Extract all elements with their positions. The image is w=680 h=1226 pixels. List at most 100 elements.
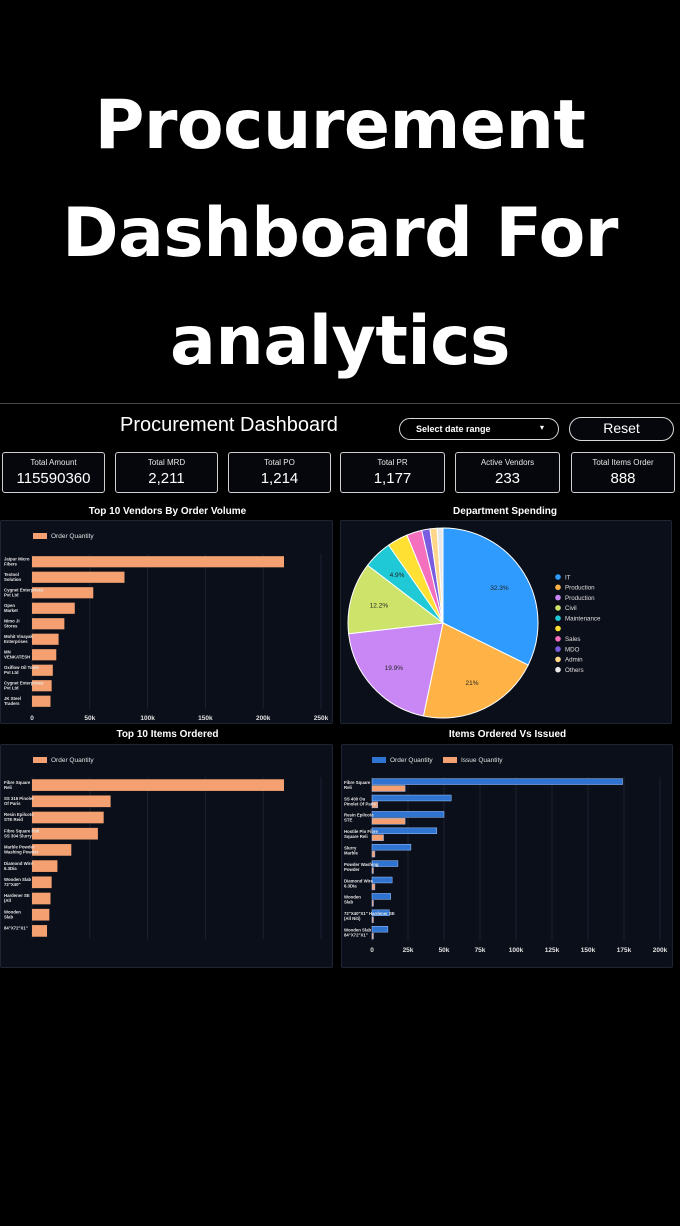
chart-title-items: Top 10 Items Ordered: [116, 729, 219, 740]
kpi-total-pr: Total PR 1,177: [340, 452, 445, 493]
legend-label: Order Quantity: [51, 533, 94, 540]
y-tick-label: Hostile Pin Fibre: [344, 829, 379, 834]
headline-line-2: Dashboard For: [62, 194, 618, 273]
y-tick-label: Resin Epilcote: [344, 813, 374, 818]
bar: [371, 778, 623, 785]
bar: [32, 827, 98, 840]
y-tick-label: Wooden Slab: [344, 927, 372, 932]
pie-slice: [347, 564, 445, 635]
y-tick-label: STE Reid: [4, 817, 23, 822]
y-tick-label: Wooden Slab: [4, 877, 32, 882]
y-tick-label: Square Reli: [344, 834, 368, 839]
pie-slice: [422, 622, 529, 719]
bar: [371, 818, 406, 825]
legend-swatch: [372, 757, 386, 764]
kpi-value: 2,211: [148, 470, 185, 487]
bar: [32, 844, 72, 856]
y-tick-label: Fibers: [4, 562, 18, 567]
bar: [371, 900, 374, 907]
legend-dot: [555, 646, 561, 652]
legend-dot: [555, 666, 561, 673]
pie-value-label: 4.9%: [390, 572, 405, 579]
legend-label: Order Quantity: [390, 757, 433, 764]
y-tick-label: Pvt Ltd: [4, 686, 19, 691]
x-tick-label: 200k: [256, 715, 271, 722]
y-tick-label: STE: [344, 818, 352, 823]
y-tick-label: 6.3Dia: [4, 866, 17, 871]
y-tick-label: 84"X72"X1": [4, 926, 28, 931]
legend-label: MDO: [565, 646, 580, 653]
bar: [371, 876, 393, 884]
bar: [371, 811, 445, 818]
pie-value-label: 32.3%: [490, 585, 509, 592]
chart-title-vendors: Top 10 Vendors By Order Volume: [88, 506, 247, 517]
bar: [32, 925, 48, 937]
chart-items: Order Quantity Fibre Square Reli SS 316 Pi…: [0, 744, 333, 968]
legend-issue-quantity: Issue Quantity: [443, 757, 503, 764]
legend-label: Civil: [565, 605, 577, 612]
dashboard-title: Procurement Dashboard: [120, 414, 338, 436]
bar: [32, 892, 51, 905]
legend-label: Maintenance: [565, 616, 601, 623]
x-tick-label: 25k: [403, 947, 414, 954]
pie-value-label: 12.2%: [370, 602, 389, 609]
legend-label: Admin: [565, 657, 583, 664]
chart-department: 32.3% 21% 19.9% 12.2% 4.9% IT Production Produc…: [340, 520, 672, 724]
bar: [32, 680, 52, 692]
y-tick-label: Stores: [4, 624, 18, 629]
bar: [32, 779, 285, 791]
x-tick-label: 150k: [581, 947, 596, 954]
legend-dot: [555, 574, 561, 580]
y-tick-label: Powder Washing: [344, 862, 379, 867]
legend-swatch: [33, 533, 47, 540]
x-tick-label: 100k: [140, 715, 155, 722]
bar: [371, 794, 452, 802]
bar: [371, 827, 438, 834]
x-tick-label: 50k: [84, 715, 95, 722]
kpi-total-po: Total PO 1,214: [228, 452, 331, 493]
y-tick-label: (All: [4, 898, 11, 903]
y-tick-label: Cygnet Enterprises: [4, 588, 44, 593]
bar: [32, 649, 57, 661]
kpi-label: Total Items Order: [592, 458, 654, 467]
legend-label: Issue Quantity: [461, 757, 503, 764]
y-tick-label: Wooden: [4, 909, 21, 914]
legend-label: Order Quantity: [51, 757, 94, 764]
x-tick-label: 50k: [439, 947, 450, 954]
legend-dot: [555, 584, 561, 591]
bar: [371, 883, 376, 891]
legend-label: Production: [565, 595, 595, 602]
legend-dot: [555, 594, 561, 601]
bar: [32, 664, 53, 676]
bar: [371, 932, 374, 940]
bar: [371, 850, 376, 858]
y-tick-label: SS 316 Pinolet: [4, 796, 34, 801]
legend-order-quantity: Order Quantity: [372, 757, 433, 764]
y-tick-label: Cygnet Enterprises: [4, 681, 44, 686]
date-range-select[interactable]: Select date range ▾: [399, 418, 559, 440]
y-tick-label: 6.3Dia: [344, 883, 357, 888]
bar: [32, 556, 285, 568]
legend-label: IT: [565, 574, 571, 581]
bar: [371, 916, 374, 923]
bar: [32, 587, 94, 599]
reset-button[interactable]: Reset: [569, 417, 674, 441]
x-tick-label: 125k: [545, 947, 560, 954]
y-tick-label: SS 400 Ou: [344, 796, 366, 801]
legend-dot: [555, 625, 561, 632]
bar: [371, 925, 389, 933]
y-tick-label: Marble: [344, 850, 358, 855]
y-tick-label: Slurry: [344, 845, 357, 850]
x-tick-label: 200k: [653, 947, 668, 954]
legend-label: Others: [565, 667, 584, 674]
y-tick-label: Reli: [4, 785, 12, 790]
bar: [32, 811, 104, 824]
y-tick-label: Hardener SE: [4, 893, 30, 898]
bar: [371, 860, 399, 867]
legend-dot: [555, 605, 561, 611]
chart-title-ordered-vs-issued: Items Ordered Vs Issued: [448, 729, 567, 740]
kpi-total-items-order: Total Items Order 888: [571, 452, 675, 493]
y-tick-label: Wooden: [344, 895, 361, 900]
promo-headline: Procurement Dashboard For analytics: [0, 72, 680, 396]
y-tick-label: Powder: [344, 867, 360, 872]
